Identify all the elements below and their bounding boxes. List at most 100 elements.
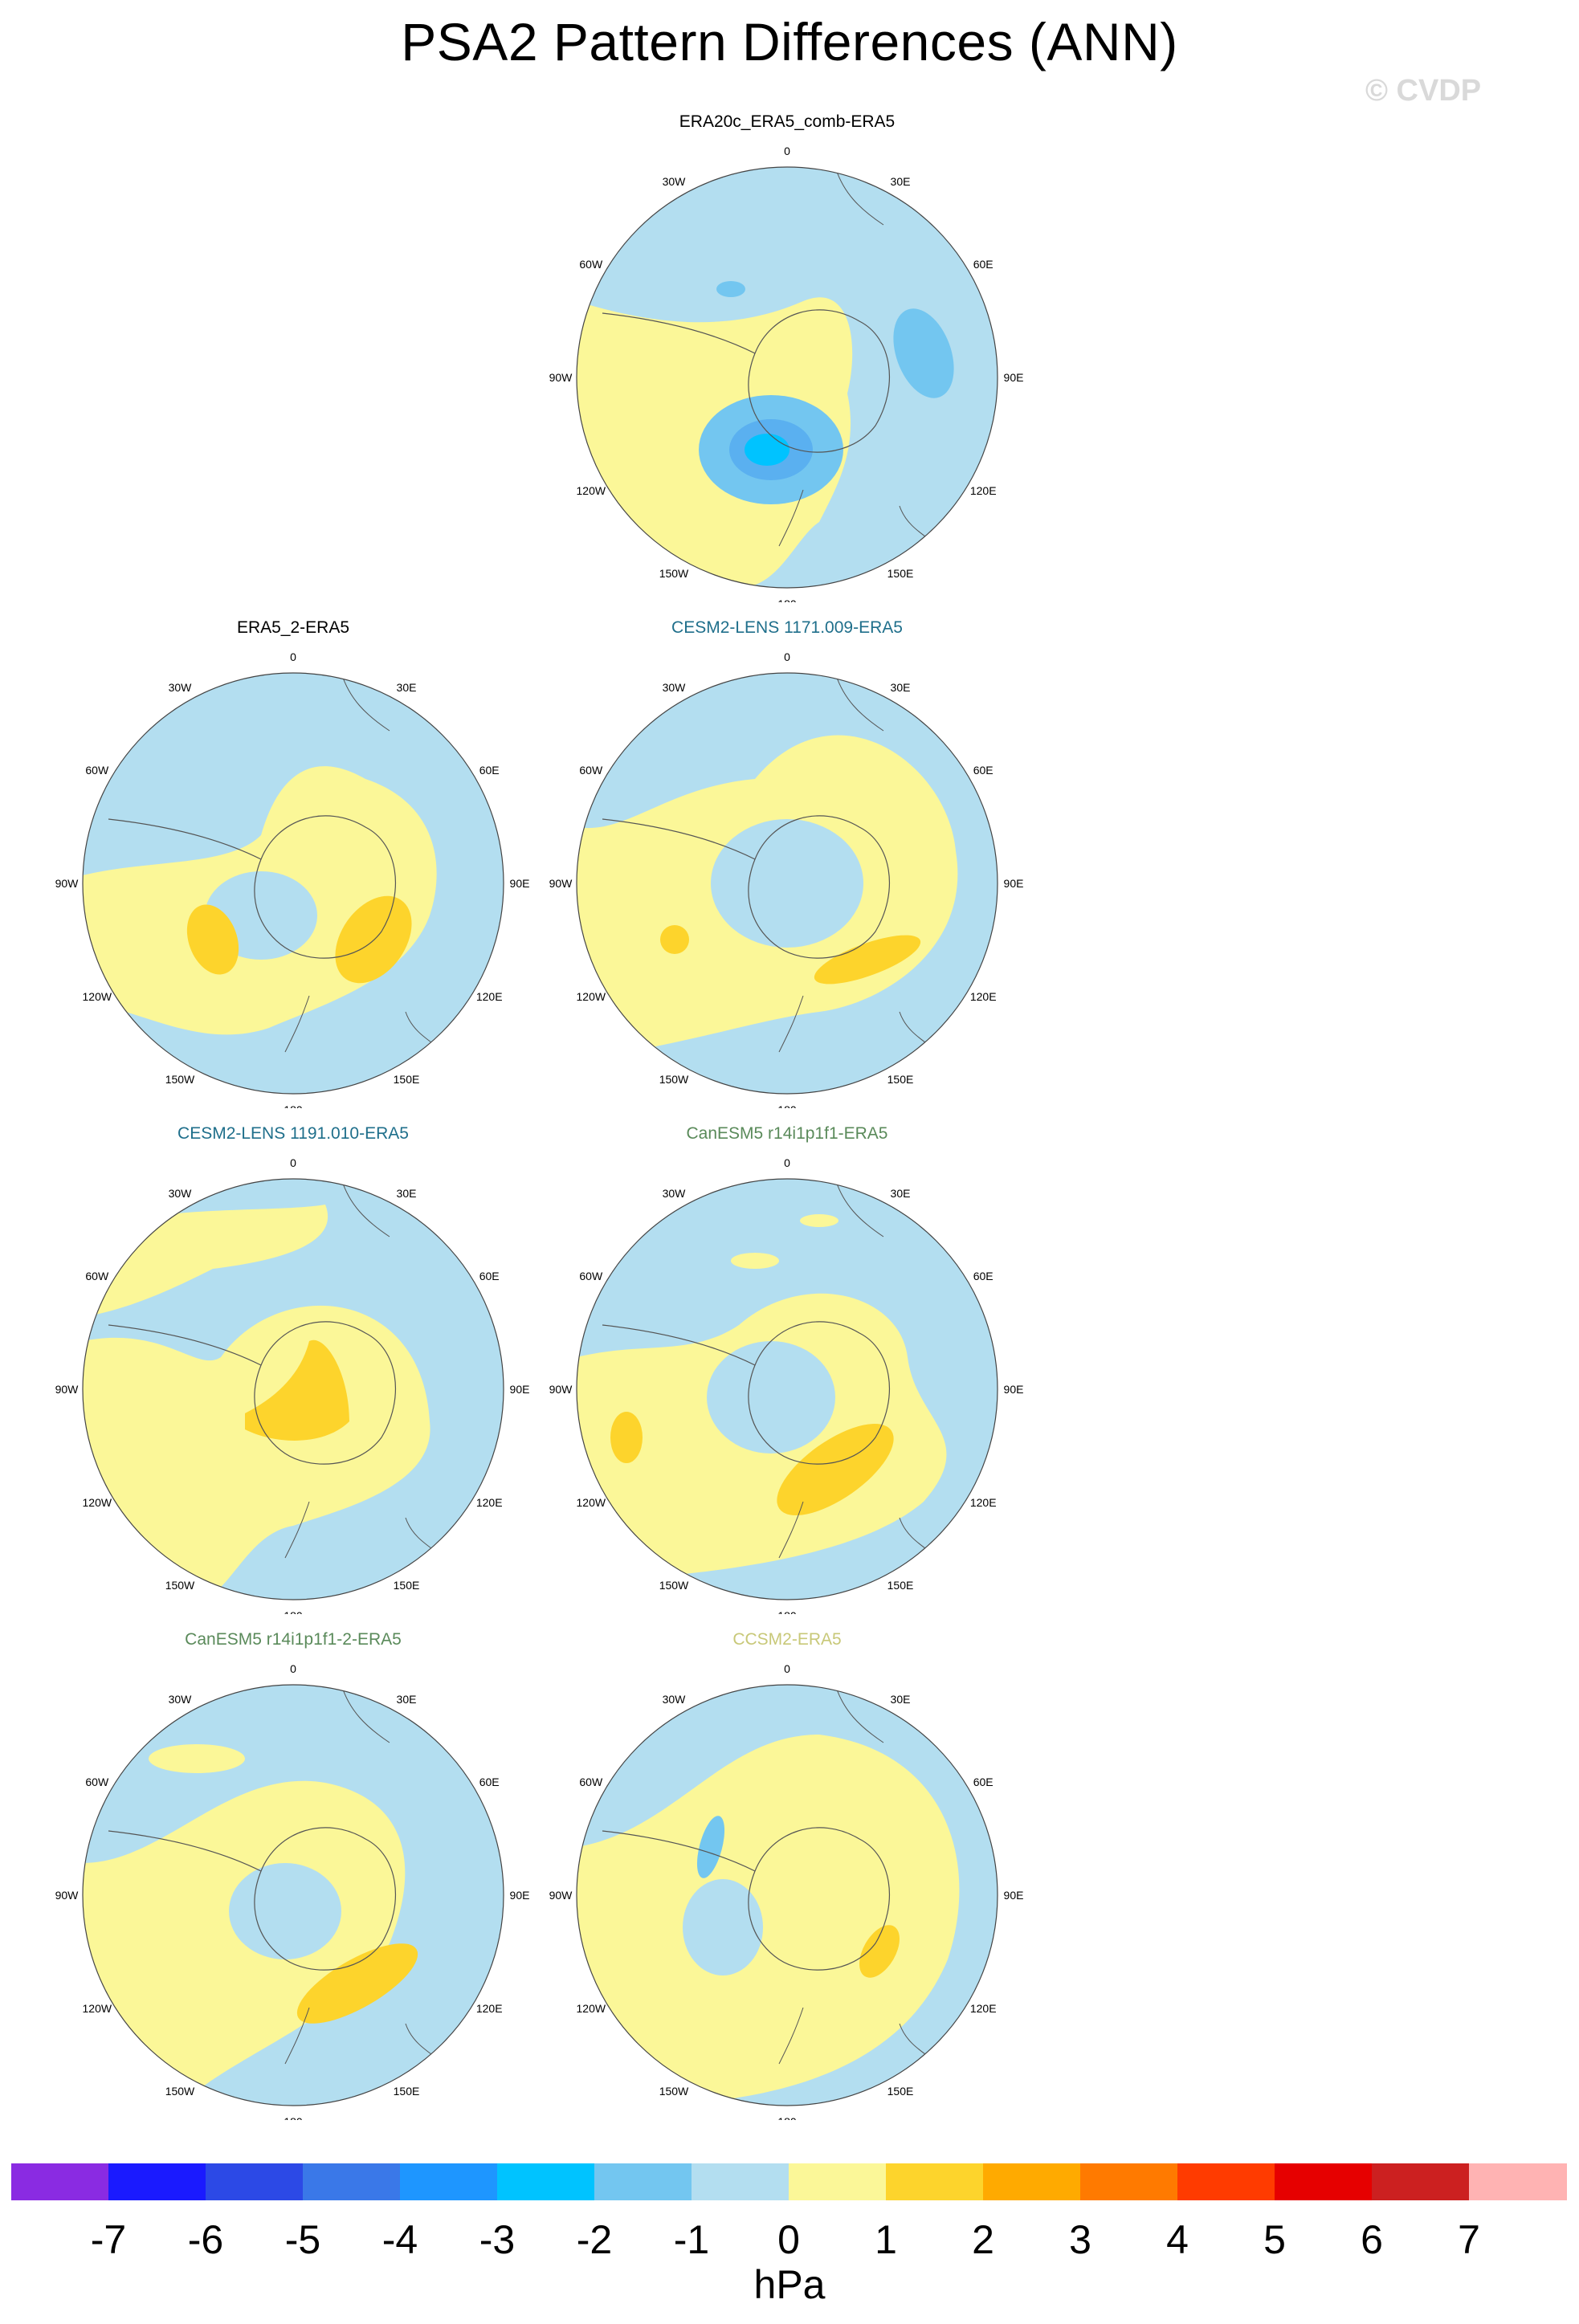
anomaly-contour: [660, 925, 689, 954]
map-panel: ERA20c_ERA5_comb-ERA5 0 30E 60E 90E 120E 150E 1…: [538, 112, 1036, 602]
longitude-label: 60E: [973, 1776, 994, 1788]
colorbar-swatch: [1177, 2163, 1275, 2200]
colorbar-tick-label: 4: [1166, 2217, 1189, 2262]
anomaly-contour: [859, 1925, 900, 1978]
anomaly-contour: [707, 1341, 835, 1454]
longitude-label: 60E: [479, 764, 500, 777]
anomaly-contour: [800, 1214, 838, 1227]
antarctica-coastline: [254, 1827, 397, 1971]
colorbar: [11, 2163, 1567, 2204]
longitude-label: 30E: [891, 681, 911, 694]
polar-map: 0 30E 60E 90E 120E 150E 180 150W 120W 90W 60W 30W: [549, 650, 1024, 1108]
polar-map: 0 30E 60E 90E 120E 150E 180 150W 120W 90W 60W 30W: [549, 1156, 1024, 1614]
antarctica-coastline: [254, 815, 397, 959]
antarctica-coastline: [748, 815, 891, 959]
longitude-label: 150E: [394, 1073, 420, 1086]
longitude-label: 150E: [887, 2085, 914, 2098]
coastline: [602, 312, 756, 354]
figure-title: PSA2 Pattern Differences (ANN): [401, 12, 1178, 71]
longitude-label: 150E: [394, 2085, 420, 2098]
longitude-label: 60W: [85, 1776, 109, 1788]
longitude-label: 120E: [476, 1496, 503, 1509]
colorbar-swatch: [206, 2163, 304, 2200]
longitude-label: 30E: [891, 175, 911, 188]
longitude-label: 120E: [970, 2002, 997, 2015]
longitude-label: 120W: [83, 990, 112, 1003]
longitude-label: 30W: [663, 175, 687, 188]
anomaly-contour: [83, 1305, 430, 1600]
colorbar-tick-label: -4: [381, 2217, 418, 2262]
coastline: [602, 1324, 756, 1366]
polar-map: 0 30E 60E 90E 120E 150E 180 150W 120W 90W 60W 30W: [549, 1662, 1024, 2120]
colorbar-swatch: [692, 2163, 790, 2200]
longitude-label: 60W: [579, 764, 603, 777]
colorbar-swatch: [1469, 2163, 1567, 2200]
polar-map: 0 30E 60E 90E 120E 150E 180 150W 120W 90W 60W 30W: [55, 1662, 530, 2120]
colorbar-swatch: [11, 2163, 109, 2200]
longitude-label: 90W: [55, 1383, 80, 1396]
coastline: [602, 818, 756, 860]
polar-map: 0 30E 60E 90E 120E 150E 180 150W 120W 90W 60W 30W: [55, 1156, 530, 1614]
colorbar-swatch: [108, 2163, 206, 2200]
map-panel: CESM2-LENS 1191.010-ERA5 0 30E 60E 90E 120E 15…: [44, 1124, 542, 1614]
longitude-label: 60W: [579, 1270, 603, 1282]
map-border: [576, 1684, 998, 2106]
map-border: [82, 1684, 504, 2106]
longitude-label: 0: [290, 650, 296, 663]
longitude-label: 120E: [970, 484, 997, 497]
longitude-label: 90E: [1004, 1889, 1024, 1902]
panel-title: CESM2-LENS 1171.009-ERA5: [671, 618, 903, 637]
longitude-label: 180: [777, 1103, 797, 1108]
panel-title: ERA5_2-ERA5: [236, 618, 350, 637]
anomaly-contour: [696, 1816, 725, 1878]
longitude-label: 30E: [891, 1693, 911, 1706]
longitude-label: 0: [290, 1662, 296, 1675]
longitude-label: 0: [290, 1156, 296, 1169]
colorbar-swatch: [1080, 2163, 1178, 2200]
longitude-label: 150W: [659, 1579, 689, 1592]
longitude-label: 90E: [1004, 877, 1024, 890]
longitude-label: 60W: [85, 1270, 109, 1282]
anomaly-contour: [577, 1735, 960, 2106]
map-border: [576, 672, 998, 1095]
anomaly-contour: [745, 434, 790, 466]
longitude-label: 180: [284, 2115, 303, 2120]
longitude-label: 60E: [973, 764, 994, 777]
longitude-label: 120E: [970, 1496, 997, 1509]
antarctica-coastline: [748, 309, 891, 453]
map-panel: ERA5_2-ERA5 0 30E 60E 90E 120E 150E 180 150W 120W…: [44, 618, 542, 1108]
longitude-label: 120W: [83, 2002, 112, 2015]
longitude-label: 150W: [165, 2085, 195, 2098]
longitude-label: 0: [784, 650, 790, 663]
longitude-label: 30E: [397, 1187, 417, 1200]
map-border: [82, 672, 504, 1095]
longitude-label: 30E: [397, 681, 417, 694]
colorbar-swatch: [497, 2163, 595, 2200]
colorbar-swatch: [789, 2163, 887, 2200]
coastline: [602, 1830, 756, 1872]
longitude-label: 30W: [663, 681, 687, 694]
colorbar-tick-label: 5: [1263, 2217, 1286, 2262]
longitude-label: 0: [784, 145, 790, 157]
map-panel: CanESM5 r14i1p1f1-2-ERA5 0 30E 60E 90E 120E 15…: [44, 1630, 542, 2120]
panel-title: CanESM5 r14i1p1f1-2-ERA5: [185, 1630, 402, 1649]
longitude-label: 120E: [970, 990, 997, 1003]
longitude-label: 180: [284, 1609, 303, 1614]
longitude-label: 90E: [1004, 1383, 1024, 1396]
longitude-label: 60W: [579, 258, 603, 271]
colorbar-tick-label: 1: [875, 2217, 897, 2262]
longitude-label: 120W: [83, 1496, 112, 1509]
colorbar-tick-label: -2: [576, 2217, 613, 2262]
longitude-label: 120W: [577, 484, 606, 497]
longitude-label: 30W: [169, 681, 193, 694]
colorbar-tick-label: 6: [1361, 2217, 1383, 2262]
longitude-label: 150W: [165, 1073, 195, 1086]
longitude-label: 150E: [394, 1579, 420, 1592]
colorbar-ticks: -7 -6 -5 -4 -3 -2 -1 0 1 2 3 4 5 6 7: [0, 2216, 1579, 2265]
longitude-label: 120W: [577, 990, 606, 1003]
longitude-label: 60W: [579, 1776, 603, 1788]
longitude-label: 90E: [510, 877, 530, 890]
colorbar-swatch: [983, 2163, 1081, 2200]
longitude-label: 150W: [659, 2085, 689, 2098]
colorbar-tick-label: -5: [284, 2217, 321, 2262]
